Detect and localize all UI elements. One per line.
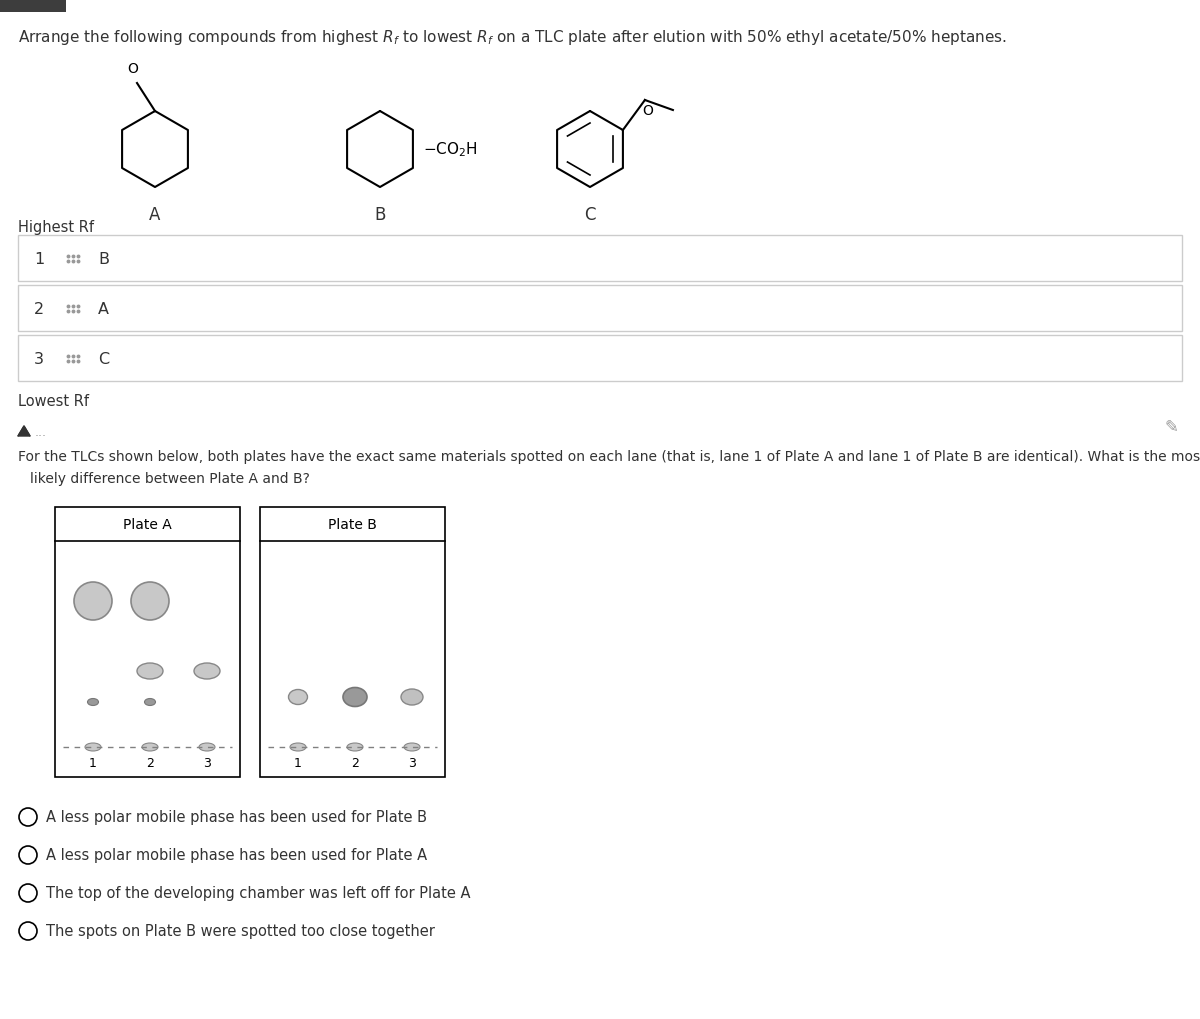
Ellipse shape bbox=[137, 663, 163, 680]
Text: The spots on Plate B were spotted too close together: The spots on Plate B were spotted too cl… bbox=[46, 923, 434, 938]
Text: A less polar mobile phase has been used for Plate B: A less polar mobile phase has been used … bbox=[46, 810, 427, 824]
Text: Highest Rf: Highest Rf bbox=[18, 220, 94, 234]
Text: 2: 2 bbox=[34, 302, 44, 316]
Text: $-$CO$_2$H: $-$CO$_2$H bbox=[424, 141, 478, 159]
Ellipse shape bbox=[401, 689, 424, 705]
Text: O: O bbox=[127, 62, 138, 76]
Ellipse shape bbox=[85, 743, 101, 751]
Polygon shape bbox=[18, 427, 30, 436]
Bar bbox=[55, 507, 240, 777]
Ellipse shape bbox=[343, 688, 367, 707]
Circle shape bbox=[19, 922, 37, 941]
Text: Arrange the following compounds from highest $R_f$ to lowest $R_f$ on a TLC plat: Arrange the following compounds from hig… bbox=[18, 28, 1007, 47]
Ellipse shape bbox=[142, 743, 158, 751]
Text: Plate A: Plate A bbox=[124, 518, 172, 532]
Text: Plate B: Plate B bbox=[328, 518, 377, 532]
Bar bbox=[18, 235, 1182, 281]
Text: A: A bbox=[149, 206, 161, 224]
Text: ✎: ✎ bbox=[1164, 418, 1178, 435]
Text: likely difference between Plate A and B?: likely difference between Plate A and B? bbox=[30, 472, 310, 485]
Text: 2: 2 bbox=[146, 757, 154, 769]
Ellipse shape bbox=[199, 743, 215, 751]
Text: Lowest Rf: Lowest Rf bbox=[18, 393, 89, 409]
Text: 1: 1 bbox=[294, 757, 302, 769]
Circle shape bbox=[74, 583, 112, 621]
Text: B: B bbox=[374, 206, 385, 224]
Text: For the TLCs shown below, both plates have the exact same materials spotted on e: For the TLCs shown below, both plates ha… bbox=[18, 449, 1200, 464]
Circle shape bbox=[19, 846, 37, 864]
Circle shape bbox=[19, 808, 37, 826]
Text: A: A bbox=[98, 302, 109, 316]
Circle shape bbox=[19, 884, 37, 902]
Text: 1: 1 bbox=[89, 757, 97, 769]
Ellipse shape bbox=[347, 743, 364, 751]
Ellipse shape bbox=[144, 699, 156, 706]
Circle shape bbox=[131, 583, 169, 621]
Text: The top of the developing chamber was left off for Plate A: The top of the developing chamber was le… bbox=[46, 886, 470, 901]
Text: A less polar mobile phase has been used for Plate A: A less polar mobile phase has been used … bbox=[46, 848, 427, 863]
Ellipse shape bbox=[194, 663, 220, 680]
Ellipse shape bbox=[288, 690, 307, 705]
Ellipse shape bbox=[290, 743, 306, 751]
Ellipse shape bbox=[88, 699, 98, 706]
Text: 3: 3 bbox=[408, 757, 416, 769]
Text: 1: 1 bbox=[34, 252, 44, 266]
Text: 3: 3 bbox=[203, 757, 211, 769]
Text: C: C bbox=[584, 206, 595, 224]
Bar bbox=[260, 507, 445, 777]
Ellipse shape bbox=[404, 743, 420, 751]
Text: C: C bbox=[98, 352, 109, 366]
Text: O: O bbox=[642, 104, 653, 118]
Bar bbox=[0, 0, 66, 13]
Text: ...: ... bbox=[35, 425, 47, 438]
Bar bbox=[18, 335, 1182, 382]
Bar bbox=[18, 285, 1182, 331]
Text: 2: 2 bbox=[352, 757, 359, 769]
Text: B: B bbox=[98, 252, 109, 266]
Text: 3: 3 bbox=[34, 352, 44, 366]
